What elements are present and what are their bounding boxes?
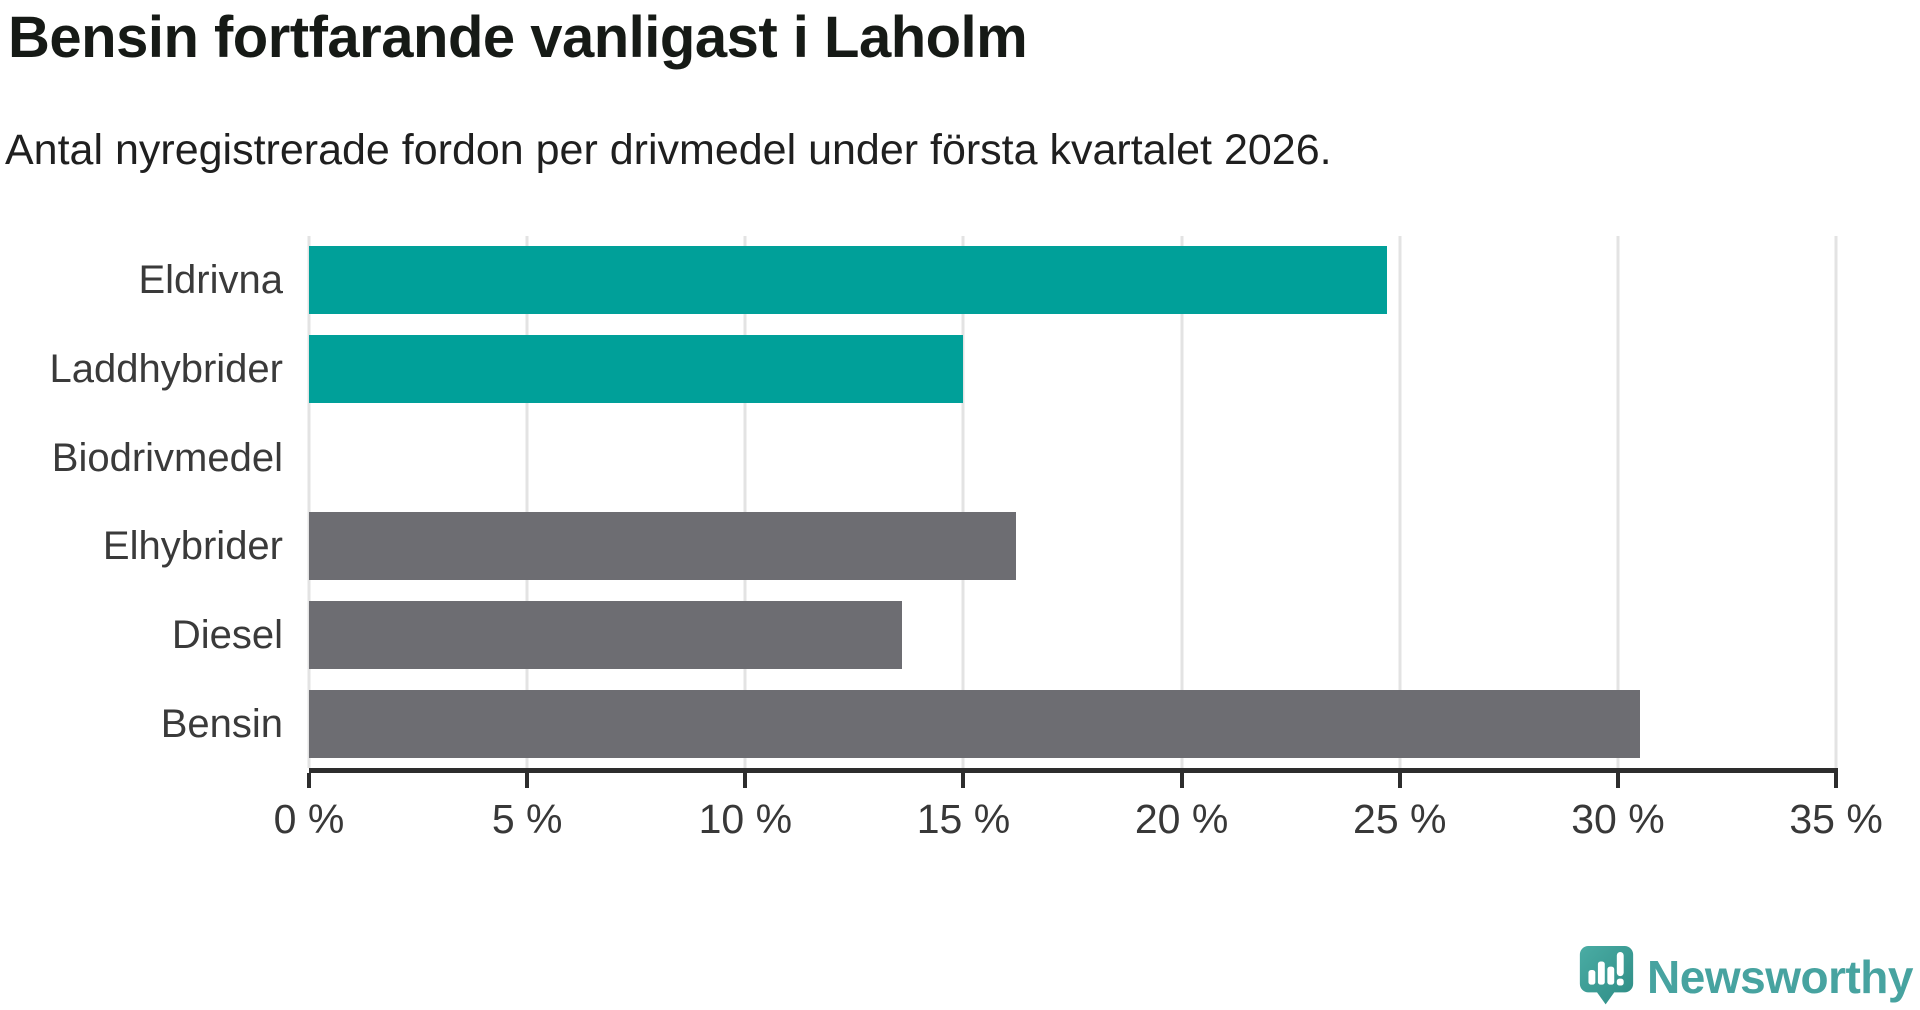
bar-track: [309, 601, 1847, 670]
bar: [309, 601, 903, 670]
axis-tick-label: 35 %: [1789, 796, 1883, 842]
category-label: Laddhybrider: [49, 347, 284, 391]
chart-row: Laddhybrider: [0, 325, 1847, 414]
chart-row: Biodrivmedel: [0, 413, 1847, 502]
bar-track: [309, 246, 1847, 315]
newsworthy-wordmark: Newsworthy: [1647, 950, 1913, 1003]
axis-tick-label: 15 %: [916, 796, 1011, 842]
chart-row: Diesel: [0, 591, 1847, 680]
category-label: Elhybrider: [102, 524, 283, 569]
bar: [309, 512, 1016, 581]
axis-tick-label: 25 %: [1353, 796, 1447, 842]
axis-tick: [1397, 773, 1402, 788]
axis-tick-label: 0 %: [273, 796, 345, 842]
axis-tick: [743, 773, 748, 788]
axis-tick-label: 5 %: [491, 796, 563, 842]
newsworthy-logo: Newsworthy: [1579, 945, 1913, 1008]
bar: [309, 335, 964, 403]
axis-tick-label: 10 %: [698, 796, 793, 842]
chart-row: Eldrivna: [0, 236, 1847, 325]
gridline: [743, 236, 747, 768]
gridline: [1180, 236, 1184, 768]
category-label: Diesel: [171, 613, 283, 658]
axis-tick: [525, 773, 530, 788]
gridline: [307, 236, 311, 768]
bar-track: [309, 512, 1847, 581]
bar-track: [309, 689, 1847, 758]
gridline: [525, 236, 529, 768]
axis-tick-label: 30 %: [1571, 796, 1665, 842]
bar: [309, 689, 1640, 758]
chart-rows: Eldrivna Laddhybrider Biodrivmedel Elhybrid…: [0, 236, 1847, 768]
bar-track: [309, 424, 1847, 492]
chart-title: Bensin fortfarande vanligast i Laholm: [8, 5, 1028, 70]
category-label: Biodrivmedel: [51, 435, 283, 480]
bar: [309, 246, 1387, 315]
category-label: Bensin: [160, 701, 283, 746]
x-axis-line: [309, 768, 1838, 773]
axis-tick-label: 20 %: [1134, 796, 1229, 842]
chart-row: Elhybrider: [0, 502, 1847, 591]
bar-track: [309, 335, 1847, 403]
x-axis: 0 % 5 % 10 % 15 % 20 % 25 % 30 % 35 %: [274, 768, 1883, 868]
bar-chart: Eldrivna Laddhybrider Biodrivmedel Elhybrid…: [0, 236, 1883, 842]
axis-tick: [961, 773, 966, 788]
chart-row: Bensin: [0, 679, 1847, 768]
category-label: Eldrivna: [138, 258, 283, 303]
axis-tick: [307, 773, 311, 788]
axis-tick: [1834, 773, 1839, 788]
axis-tick: [1179, 773, 1184, 788]
gridline: [1834, 236, 1838, 768]
newsworthy-icon: [1579, 945, 1634, 1008]
gridline: [1616, 236, 1620, 768]
gridlines: [307, 236, 1847, 768]
gridline: [1398, 236, 1402, 768]
gridline: [961, 236, 965, 768]
chart-subtitle: Antal nyregistrerade fordon per drivmede…: [5, 126, 1332, 174]
axis-tick: [1615, 773, 1620, 788]
